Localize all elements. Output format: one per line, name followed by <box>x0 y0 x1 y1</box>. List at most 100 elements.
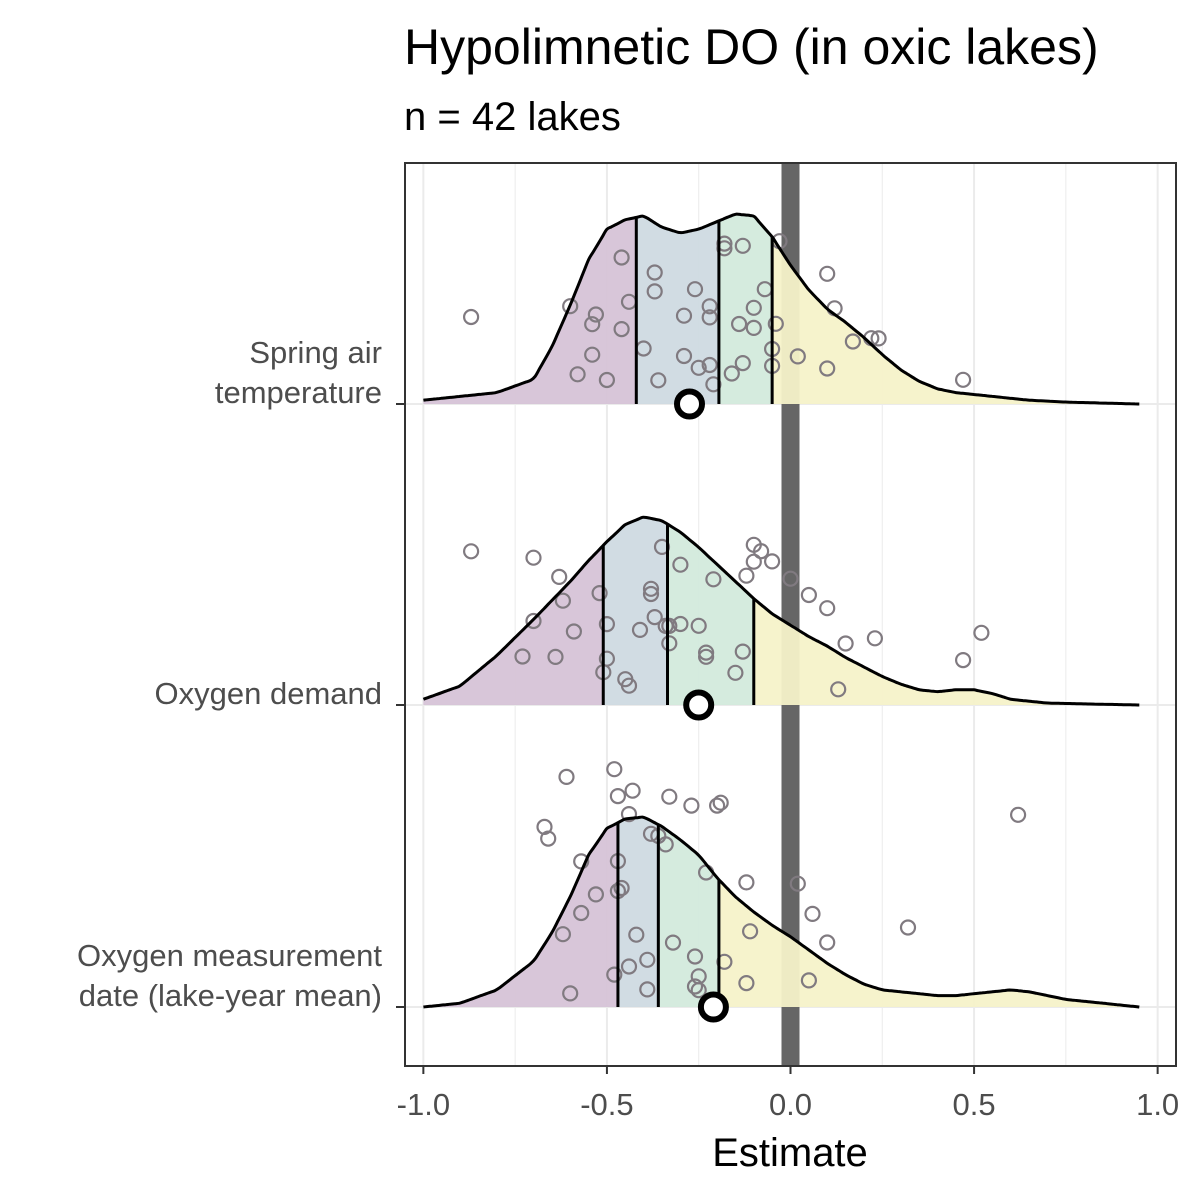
data-point <box>463 543 480 560</box>
data-point <box>804 905 821 923</box>
data-point <box>587 306 605 323</box>
quartile-fill-1 <box>423 217 637 404</box>
data-point <box>819 934 836 951</box>
data-point <box>745 319 762 336</box>
data-point <box>789 875 806 892</box>
quartile-fill-4 <box>718 879 1140 1007</box>
data-point <box>672 556 689 573</box>
data-point <box>551 568 568 586</box>
data-point <box>675 307 693 324</box>
density-outline <box>422 515 1140 707</box>
quartile-fill-3 <box>658 824 719 1007</box>
mean-marker <box>674 388 705 420</box>
data-point <box>562 985 579 1002</box>
data-point <box>672 615 689 633</box>
data-point <box>745 299 762 316</box>
data-point <box>973 624 990 641</box>
data-point <box>701 356 718 374</box>
data-point <box>844 333 862 350</box>
data-point <box>639 981 656 998</box>
data-point <box>716 240 733 257</box>
data-point <box>661 788 678 805</box>
mean-marker <box>683 689 715 721</box>
data-point <box>562 298 579 315</box>
data-point <box>866 630 884 647</box>
data-point <box>734 355 751 372</box>
data-point <box>646 283 663 300</box>
ridge-group <box>423 761 1140 1023</box>
data-point <box>609 787 627 805</box>
data-point <box>705 571 722 588</box>
quartile-fill-4 <box>772 236 1140 404</box>
x-tick-label: -1.0 <box>397 1087 450 1122</box>
x-tick-label: 0.0 <box>769 1087 812 1122</box>
x-axis-label: Estimate <box>712 1131 868 1175</box>
data-point <box>536 818 553 836</box>
data-point <box>650 372 667 389</box>
data-point <box>800 586 818 604</box>
data-point <box>646 608 663 626</box>
data-point <box>690 359 707 376</box>
data-point <box>631 621 649 639</box>
data-point <box>734 237 751 254</box>
data-point <box>598 371 616 389</box>
quartile-fill-4 <box>753 598 1140 705</box>
data-point <box>782 570 799 587</box>
data-point <box>697 644 715 661</box>
data-point <box>716 235 733 252</box>
y-tick-label: Spring air <box>249 335 382 370</box>
quartile-fill-2 <box>617 817 659 1007</box>
y-tick-label: temperature <box>215 375 382 410</box>
data-point <box>738 874 755 891</box>
data-point <box>686 978 704 995</box>
data-point <box>734 643 751 660</box>
data-point <box>613 879 630 897</box>
data-point <box>712 794 729 811</box>
density-outline <box>423 212 1140 406</box>
data-point <box>830 681 847 698</box>
data-point <box>606 761 623 778</box>
quartile-fill-3 <box>718 214 773 404</box>
data-point <box>606 966 623 983</box>
quartile-fill-2 <box>603 517 668 705</box>
data-point <box>690 982 707 999</box>
data-point <box>837 635 854 652</box>
chart-subtitle: n = 42 lakes <box>404 95 621 139</box>
data-point <box>569 366 586 383</box>
x-tick-label: 0.5 <box>953 1087 996 1122</box>
data-point <box>620 805 638 823</box>
data-point <box>558 768 575 786</box>
data-point <box>565 623 583 640</box>
quartile-fill-3 <box>667 524 754 705</box>
density-outline <box>423 815 1140 1009</box>
data-point <box>554 592 572 609</box>
data-point <box>741 923 759 940</box>
data-point <box>819 360 836 377</box>
data-point <box>573 904 590 922</box>
data-point <box>767 315 784 332</box>
data-point <box>701 298 718 315</box>
data-point <box>463 308 480 326</box>
data-point <box>701 309 718 326</box>
data-point <box>525 549 542 566</box>
data-point <box>690 617 707 634</box>
chart-title: Hypolimnetic DO (in oxic lakes) <box>404 19 1099 75</box>
x-axis: -1.0 -0.5 0.0 0.5 1.0 <box>397 1066 1179 1122</box>
data-point <box>514 648 531 665</box>
data-point <box>683 797 700 814</box>
data-point <box>686 948 704 965</box>
data-point <box>738 974 755 992</box>
data-point <box>620 958 638 975</box>
data-point <box>1009 806 1027 823</box>
data-point <box>547 648 564 666</box>
data-point <box>723 365 740 382</box>
quartile-fill-1 <box>423 822 618 1007</box>
ridge-group <box>422 515 1140 721</box>
data-point <box>819 600 836 617</box>
data-point <box>613 249 630 266</box>
data-point <box>661 635 678 652</box>
data-point <box>554 926 572 943</box>
y-axis-labels: Spring air temperature Oxygen demand Oxygen… <box>77 335 405 1013</box>
data-point <box>716 953 733 970</box>
data-point <box>730 315 748 333</box>
